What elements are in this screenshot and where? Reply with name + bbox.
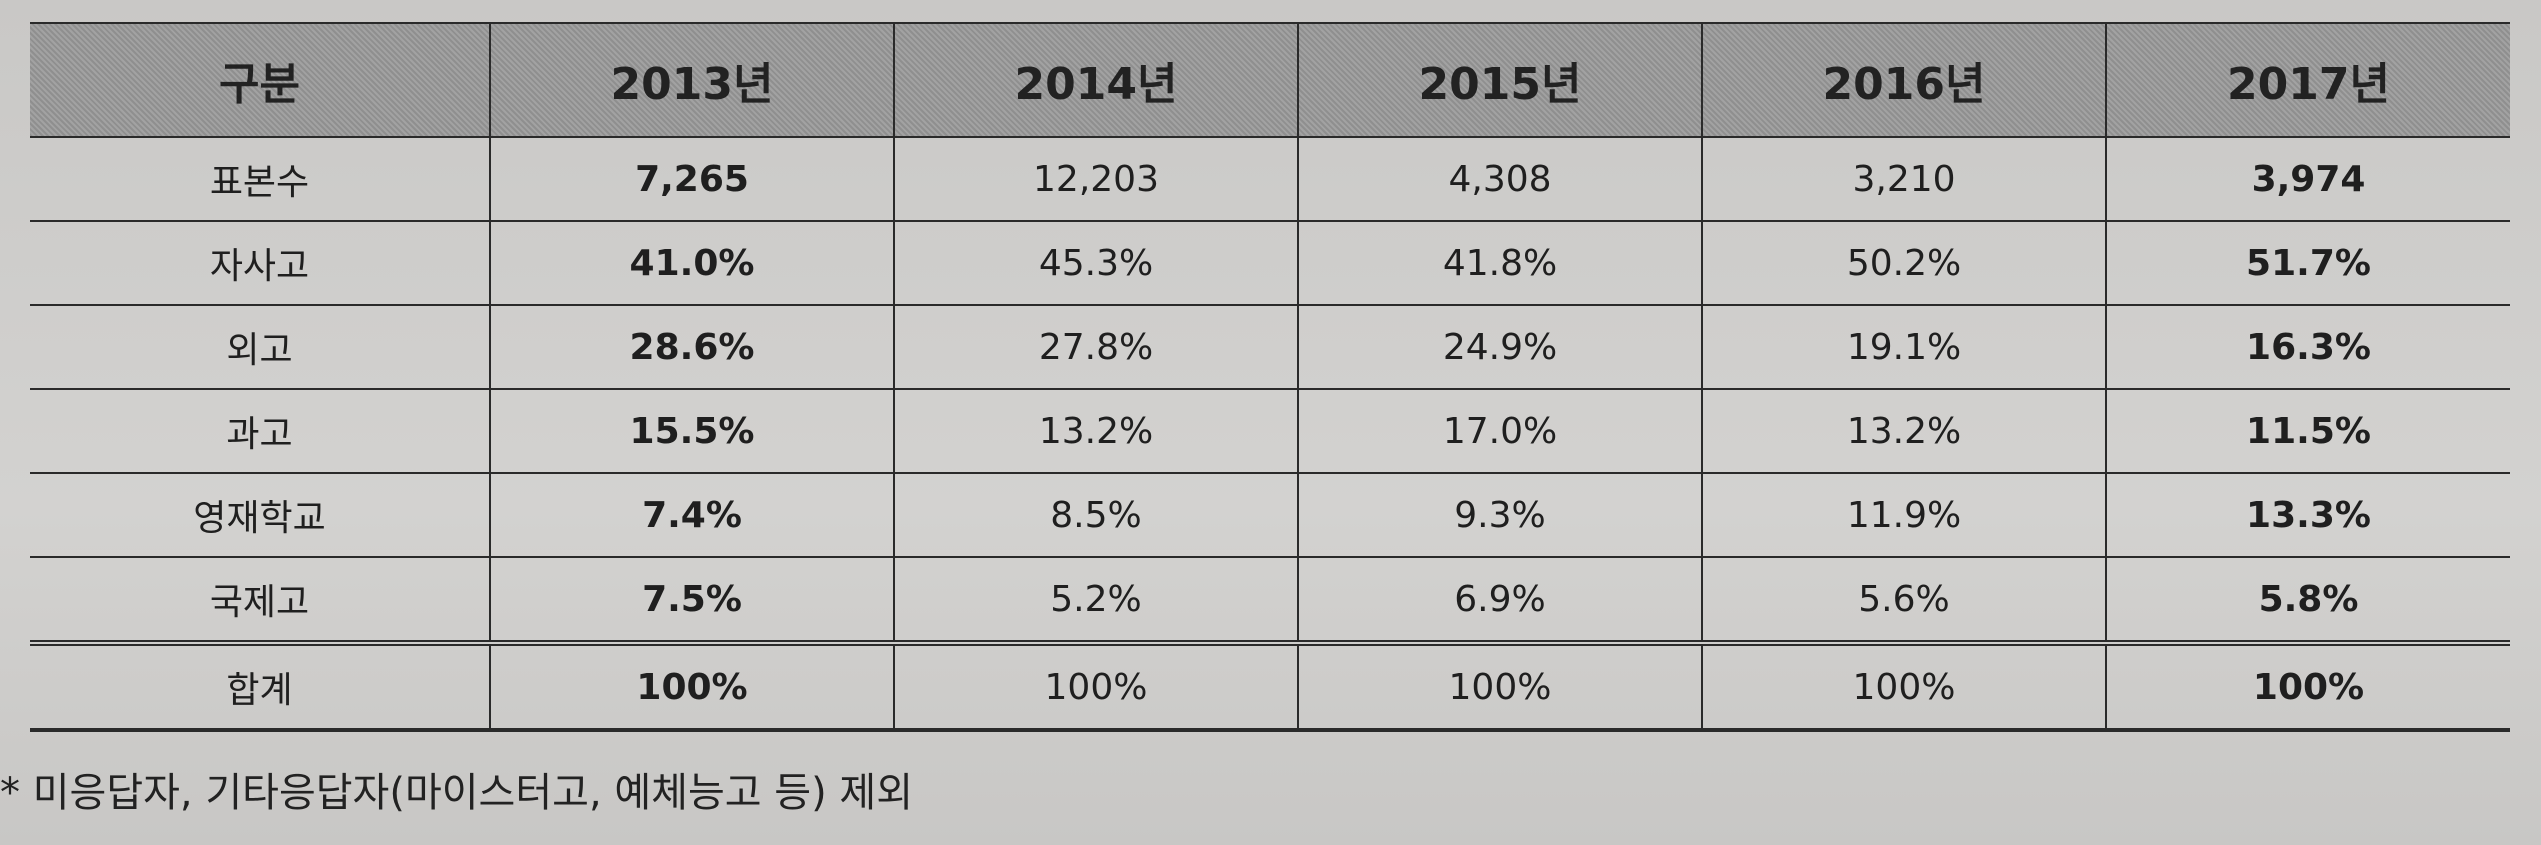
table-cell: 41.0%: [489, 220, 895, 306]
footnote: * 미응답자, 기타응답자(마이스터고, 예체능고 등) 제외: [0, 770, 914, 816]
row-label: 외고: [30, 304, 491, 390]
table-row: 외고 28.6% 27.8% 24.9% 19.1% 16.3%: [30, 304, 2510, 390]
table-row: 국제고 7.5% 5.2% 6.9% 5.6% 5.8%: [30, 556, 2510, 644]
table-cell: 9.3%: [1297, 472, 1703, 558]
table-cell: 15.5%: [489, 388, 895, 474]
row-label: 자사고: [30, 220, 491, 306]
header-cell: 2017년: [2105, 22, 2510, 138]
table-cell: 28.6%: [489, 304, 895, 390]
table-cell: 5.8%: [2105, 556, 2510, 644]
table-cell: 5.6%: [1701, 556, 2107, 644]
table-cell: 6.9%: [1297, 556, 1703, 644]
table-row: 과고 15.5% 13.2% 17.0% 13.2% 11.5%: [30, 388, 2510, 474]
table-cell: 7.4%: [489, 472, 895, 558]
table-cell: 5.2%: [893, 556, 1299, 644]
table-cell: 100%: [1701, 640, 2107, 732]
table-cell: 7.5%: [489, 556, 895, 644]
table-cell: 8.5%: [893, 472, 1299, 558]
table-body: 표본수 7,265 12,203 4,308 3,210 3,974 자사고 41.0% 45.…: [30, 136, 2510, 732]
table-cell: 19.1%: [1701, 304, 2107, 390]
table-cell: 13.2%: [1701, 388, 2107, 474]
table-cell: 13.2%: [893, 388, 1299, 474]
table-cell: 50.2%: [1701, 220, 2107, 306]
table-cell: 100%: [2105, 640, 2510, 732]
header-cell: 2014년: [893, 22, 1299, 138]
table-cell: 41.8%: [1297, 220, 1703, 306]
table-cell: 100%: [893, 640, 1299, 732]
table-cell: 7,265: [489, 136, 895, 222]
table-cell: 3,210: [1701, 136, 2107, 222]
table-cell: 4,308: [1297, 136, 1703, 222]
table-cell: 13.3%: [2105, 472, 2510, 558]
row-label: 표본수: [30, 136, 491, 222]
table-cell: 11.5%: [2105, 388, 2510, 474]
table-row: 합계 100% 100% 100% 100% 100%: [30, 640, 2510, 732]
row-label: 과고: [30, 388, 491, 474]
row-label: 국제고: [30, 556, 491, 644]
table-row: 표본수 7,265 12,203 4,308 3,210 3,974: [30, 136, 2510, 222]
header-cell: 2016년: [1701, 22, 2107, 138]
table-cell: 51.7%: [2105, 220, 2510, 306]
table-cell: 16.3%: [2105, 304, 2510, 390]
header-row: 구분 2013년 2014년 2015년 2016년 2017년: [30, 22, 2510, 138]
table-cell: 45.3%: [893, 220, 1299, 306]
table-row: 영재학교 7.4% 8.5% 9.3% 11.9% 13.3%: [30, 472, 2510, 558]
data-table: 구분 2013년 2014년 2015년 2016년 2017년 표본수 7,265 12,2…: [30, 22, 2510, 732]
table-cell: 17.0%: [1297, 388, 1703, 474]
header-cell: 구분: [30, 22, 491, 138]
table-cell: 12,203: [893, 136, 1299, 222]
table-cell: 11.9%: [1701, 472, 2107, 558]
table-cell: 100%: [1297, 640, 1703, 732]
table-cell: 3,974: [2105, 136, 2510, 222]
header-cell: 2013년: [489, 22, 895, 138]
row-label: 합계: [30, 640, 491, 732]
table-cell: 24.9%: [1297, 304, 1703, 390]
table-row: 자사고 41.0% 45.3% 41.8% 50.2% 51.7%: [30, 220, 2510, 306]
header-cell: 2015년: [1297, 22, 1703, 138]
table-cell: 100%: [489, 640, 895, 732]
row-label: 영재학교: [30, 472, 491, 558]
table-cell: 27.8%: [893, 304, 1299, 390]
